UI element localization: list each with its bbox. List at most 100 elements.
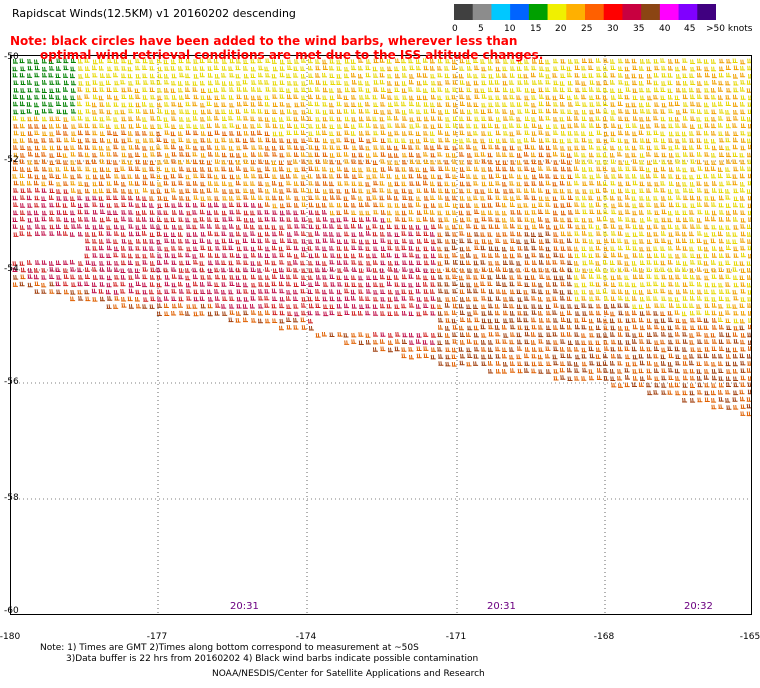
wind-barb <box>625 332 631 337</box>
wind-barb <box>293 152 299 157</box>
wind-barb <box>185 65 191 71</box>
wind-barb <box>445 239 451 244</box>
latitude-label: -58 <box>4 493 19 503</box>
wind-barb <box>618 383 623 388</box>
wind-barb <box>575 340 581 345</box>
wind-barb <box>732 174 738 179</box>
wind-barb <box>640 108 646 114</box>
wind-barb <box>595 116 601 121</box>
wind-barb <box>509 145 515 151</box>
wind-barb <box>437 238 443 244</box>
wind-barb <box>121 202 127 207</box>
wind-barb <box>625 296 630 302</box>
wind-barb <box>596 72 602 78</box>
wind-barb <box>481 354 487 360</box>
wind-barb <box>733 166 739 172</box>
wind-barb <box>603 318 609 324</box>
wind-barb <box>48 167 54 172</box>
wind-barb <box>566 310 572 316</box>
wind-barb <box>516 239 522 244</box>
wind-barb <box>733 196 739 201</box>
wind-barb <box>235 124 241 129</box>
wind-barb <box>351 65 357 71</box>
wind-barb <box>681 311 687 317</box>
wind-barb <box>553 203 559 208</box>
wind-barb <box>409 303 415 308</box>
wind-barb <box>689 145 695 150</box>
wind-barb <box>624 80 630 86</box>
wind-barb <box>538 152 544 158</box>
wind-barb <box>315 238 321 244</box>
wind-barb <box>92 202 98 207</box>
wind-barb <box>451 239 457 244</box>
wind-barb <box>553 145 559 150</box>
wind-barb <box>588 318 594 324</box>
wind-barb <box>380 210 386 215</box>
wind-barb <box>142 224 147 230</box>
wind-barb <box>495 217 501 223</box>
wind-map[interactable] <box>10 55 752 615</box>
wind-barb <box>34 289 40 294</box>
wind-barb <box>91 102 97 108</box>
wind-barb <box>150 94 156 100</box>
wind-barb <box>56 109 62 114</box>
wind-barb <box>235 239 241 245</box>
wind-barb <box>329 304 335 309</box>
wind-barb <box>667 217 673 223</box>
wind-barb <box>459 159 465 165</box>
wind-barb <box>610 224 616 229</box>
wind-barb <box>632 246 638 251</box>
wind-barb <box>653 288 659 294</box>
wind-barb <box>372 217 378 222</box>
wind-barb <box>610 102 616 107</box>
wind-barb <box>675 324 681 330</box>
wind-barb <box>459 196 465 201</box>
wind-barb <box>495 108 500 114</box>
wind-barb <box>350 289 356 295</box>
wind-barb <box>164 123 170 128</box>
wind-barb <box>517 317 522 323</box>
wind-barb <box>732 239 738 244</box>
wind-barb <box>170 88 176 93</box>
wind-barb <box>315 267 321 273</box>
wind-barb <box>625 181 631 186</box>
wind-barb <box>632 224 638 230</box>
wind-barb <box>422 167 428 173</box>
wind-barb <box>395 108 401 114</box>
wind-barb <box>287 232 292 237</box>
wind-barb <box>293 181 299 186</box>
wind-barb <box>207 303 213 309</box>
wind-barb <box>236 311 241 316</box>
wind-barb <box>445 339 451 345</box>
wind-barb <box>712 325 718 330</box>
wind-barb <box>740 181 745 187</box>
wind-barb <box>661 347 667 353</box>
wind-barb <box>142 152 148 158</box>
wind-barb <box>322 116 328 122</box>
wind-barb <box>71 80 77 86</box>
wind-barb <box>675 267 681 272</box>
wind-barb <box>380 296 386 302</box>
wind-barb <box>92 123 98 129</box>
wind-barb <box>545 159 551 164</box>
wind-barb <box>473 354 479 359</box>
wind-barb <box>401 289 407 294</box>
wind-barb <box>121 174 127 179</box>
wind-barb <box>300 187 306 193</box>
wind-barb <box>539 66 545 71</box>
wind-barb <box>552 310 558 315</box>
wind-barb <box>135 253 141 259</box>
wind-barb <box>373 202 379 208</box>
wind-barb <box>631 73 637 79</box>
wind-barb <box>85 245 91 251</box>
wind-barb <box>85 116 91 122</box>
wind-barb <box>300 152 306 157</box>
wind-barb <box>740 187 745 193</box>
wind-barb <box>92 297 98 302</box>
wind-barb <box>207 66 213 71</box>
wind-barb <box>645 196 651 201</box>
wind-barb <box>258 195 264 200</box>
wind-barb <box>502 152 508 157</box>
wind-barb <box>258 72 264 78</box>
wind-barb <box>466 166 472 171</box>
